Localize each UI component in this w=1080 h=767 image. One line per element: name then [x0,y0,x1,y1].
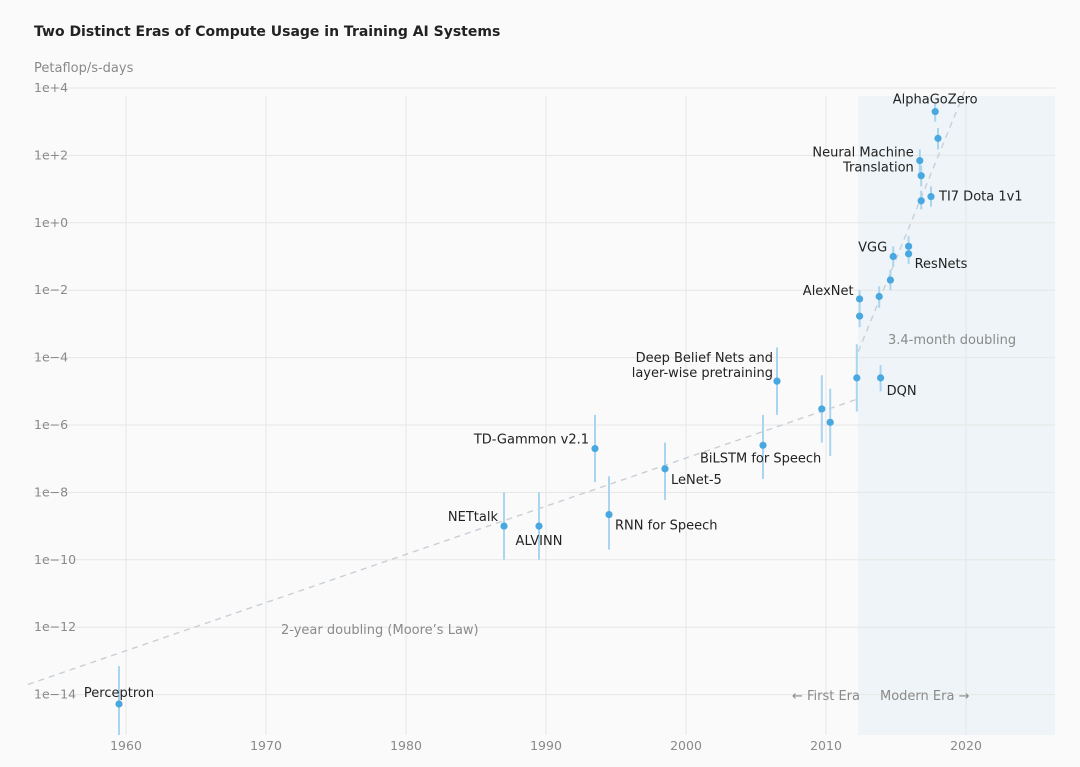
x-tick-label: 2020 [950,738,982,753]
point-label: AlexNet [803,284,854,299]
x-tick-label: 1990 [530,738,562,753]
data-point [931,107,939,116]
moores-law-annotation: 2-year doubling (Moore’s Law) [281,623,479,638]
point-label: RNN for Speech [615,519,718,534]
x-tick-label: 2000 [670,738,702,753]
modern-era-annotation: Modern Era → [880,689,970,704]
y-tick-label: 1e−14 [34,687,76,702]
data-point [856,295,864,303]
point-label: NETtalk [448,510,499,525]
data-point [886,276,895,284]
point-label: TD-Gammon v2.1 [473,433,589,448]
x-tick-label: 1970 [250,738,282,753]
data-point [889,252,897,261]
data-point [759,441,767,449]
axis-ticks: 1e+4 1e+2 1e+0 1e−2 1e−4 1e−6 1e−8 1e−10 1e−12 1e… [34,80,982,753]
data-point [818,405,826,413]
data-point [927,192,935,201]
modern-doubling-annotation: 3.4-month doubling [888,333,1016,348]
first-era-annotation: ← First Era [792,689,860,704]
point-labels: Perceptron NETtalk ALVINN RNN for Speech TD-… [84,93,1023,701]
point-label: Deep Belief Nets and layer-wise pretraini… [632,351,773,381]
point-label: BiLSTM for Speech [700,451,821,466]
data-point [905,250,913,258]
data-point [115,700,123,708]
x-tick-label: 1960 [110,738,142,753]
point-label: Neural Machine Translation [812,146,913,176]
trend-lines [27,87,967,686]
y-tick-label: 1e−10 [34,552,76,567]
data-point [500,522,508,530]
y-tick-label: 1e−12 [34,619,76,634]
x-tick-label: 2010 [810,738,842,753]
data-point [773,377,781,385]
data-point [917,197,925,205]
data-point [826,418,834,426]
trend-line [27,398,859,686]
point-label: ResNets [915,257,968,272]
data-point [856,312,864,320]
point-label: VGG [858,241,887,256]
data-point [591,444,599,453]
data-point [934,134,942,142]
point-label: LeNet-5 [671,473,722,488]
grid-lines [34,87,1055,735]
y-tick-label: 1e−8 [34,484,68,499]
data-points [115,107,942,708]
data-point [877,374,885,382]
data-point [917,172,925,180]
point-label: ALVINN [516,534,563,549]
y-tick-label: 1e+0 [34,215,68,230]
data-point [661,465,669,473]
modern-era-shade [858,96,1055,735]
data-point [905,242,913,250]
chart-title: Two Distinct Eras of Compute Usage in Tr… [34,24,500,40]
trend-line [857,87,967,352]
data-point [875,292,883,301]
data-point [535,522,543,530]
point-label: AlphaGoZero [893,93,978,108]
y-tick-label: 1e+4 [34,80,68,95]
point-label: Perceptron [84,686,154,701]
y-tick-label: 1e−2 [34,282,68,297]
point-label: DQN [887,384,917,399]
data-point [853,374,861,382]
y-tick-label: 1e−6 [34,417,68,432]
y-tick-label: 1e+2 [34,147,68,162]
data-point [916,157,924,165]
point-label: TI7 Dota 1v1 [938,190,1023,205]
y-axis-label: Petaflop/s-days [34,61,134,76]
y-tick-label: 1e−4 [34,350,68,365]
x-tick-label: 1980 [390,738,422,753]
data-point [605,510,613,519]
